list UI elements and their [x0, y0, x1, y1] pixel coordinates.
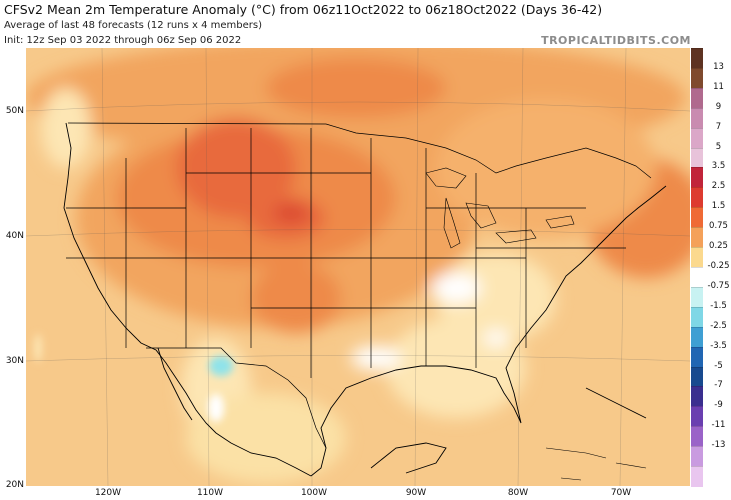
init-range: Init: 12z Sep 03 2022 through 06z Sep 06…: [4, 35, 242, 46]
colorbar-swatch: [691, 247, 703, 268]
lat-label-40n: 40N: [5, 231, 24, 241]
colorbar-swatch: [691, 267, 703, 288]
colorbar-swatch: [691, 426, 703, 448]
colorbar-swatch: [691, 127, 703, 149]
colorbar-label: 7: [715, 121, 722, 132]
colorbar-swatch: [691, 466, 703, 487]
colorbar-label: -13: [711, 440, 726, 451]
colorbar-legend: 13 11 9 7 5 3.5 2.5 1.5 0.75 0.25 -0.25 -0.75 -1.5 -2…: [690, 48, 731, 487]
header: CFSv2 Mean 2m Temperature Anomaly (°C) f…: [0, 0, 731, 48]
colorbar-label: -0.25: [707, 261, 730, 271]
lon-label-90w: 90W: [405, 488, 427, 498]
colorbar-label: 2.5: [711, 181, 726, 192]
colorbar-swatch: [691, 366, 703, 388]
lon-label-80w: 80W: [507, 488, 529, 498]
borders: [66, 122, 652, 449]
colorbar-swatch: [691, 386, 703, 408]
colorbar-label: 5: [715, 141, 722, 152]
brand-watermark: TROPICALTIDBITS.COM: [541, 34, 691, 47]
colorbar-swatch: [691, 67, 703, 89]
colorbar-label: -2.5: [710, 320, 727, 331]
lon-label-120w: 120W: [94, 488, 122, 498]
anomaly-shading: [26, 48, 690, 483]
colorbar-swatch: [691, 326, 703, 348]
colorbar-swatch: [691, 286, 703, 308]
colorbar-swatch: [691, 107, 703, 129]
colorbar-swatch: [691, 346, 703, 368]
colorbar-label: 9: [715, 101, 722, 112]
colorbar-label: -11: [711, 420, 726, 431]
colorbar-swatch: [691, 207, 703, 229]
colorbar-label: 13: [713, 61, 724, 72]
lon-label-70w: 70W: [610, 488, 632, 498]
lat-label-30n: 30N: [5, 356, 24, 366]
colorbar-label: -0.75: [707, 280, 730, 291]
map-subtitle: Average of last 48 forecasts (12 runs x …: [4, 20, 262, 31]
anomaly-map: [26, 48, 690, 486]
colorbar-swatch: [691, 167, 703, 189]
map-title: CFSv2 Mean 2m Temperature Anomaly (°C) f…: [4, 2, 603, 17]
colorbar-label: 11: [713, 81, 724, 92]
great-lakes: [425, 167, 575, 249]
caribbean-islands: [545, 447, 647, 481]
lat-label-50n: 50N: [5, 106, 24, 116]
colorbar-label: -9: [714, 400, 723, 411]
coastlines: [63, 122, 667, 477]
colorbar-label: -5: [714, 360, 723, 371]
cool-anomaly: [34, 334, 233, 422]
lon-label-110w: 110W: [196, 488, 224, 498]
colorbar-label: -7: [714, 380, 723, 391]
colorbar-label: 0.25: [709, 241, 728, 252]
colorbar-swatch: [691, 406, 703, 428]
colorbar-swatch: [691, 187, 703, 209]
colorbar-swatch: [691, 227, 703, 249]
lat-label-20n: 20N: [5, 480, 24, 490]
colorbar-swatch: [691, 446, 703, 468]
colorbar-label: -1.5: [710, 300, 727, 311]
colorbar-swatch: [691, 48, 703, 69]
map-canvas: [26, 48, 690, 486]
colorbar-swatch: [691, 147, 703, 169]
colorbar-label: 3.5: [711, 161, 726, 172]
colorbar-label: 1.5: [711, 201, 726, 212]
colorbar-label: 0.75: [709, 221, 728, 232]
colorbar-swatch: [691, 87, 703, 109]
colorbar-swatch: [691, 306, 703, 328]
colorbar-label: -3.5: [710, 340, 727, 351]
lon-label-100w: 100W: [300, 488, 328, 498]
